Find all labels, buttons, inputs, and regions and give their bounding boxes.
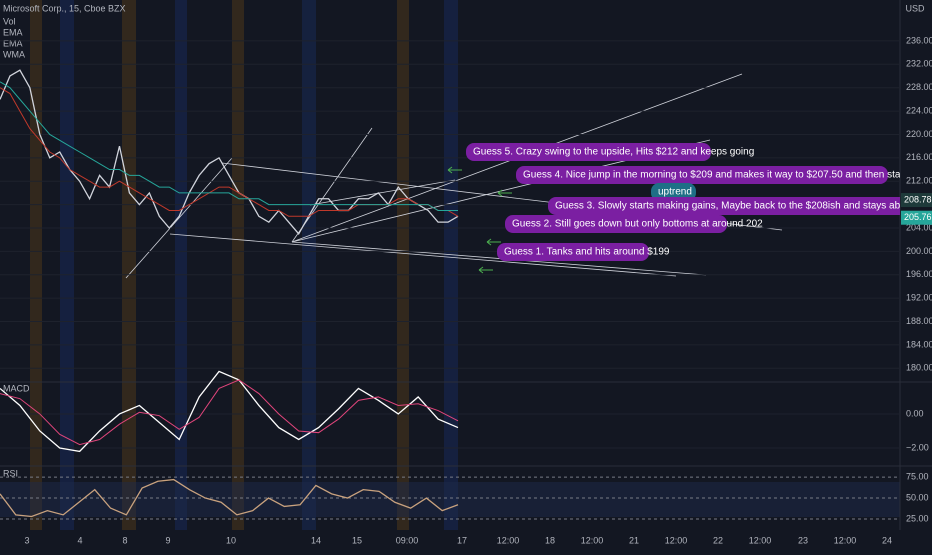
last-price-box [901,193,932,208]
x-tick-label: 3 [24,535,29,545]
x-tick-label: 14 [311,535,321,545]
x-tick-label: 12:00 [581,535,604,545]
y-tick-label: 216.00 [906,152,932,162]
y-tick-label: 224.00 [906,105,932,115]
x-tick-label: 12:00 [665,535,688,545]
indicator: EMA [3,38,23,48]
annotation-text: Guess 5. Crazy swing to the upside, Hits… [473,147,754,158]
annotation-arrow [497,189,512,197]
indicator: WMA [3,49,25,59]
x-tick-label: 12:00 [834,535,857,545]
x-tick-label: 15 [352,535,362,545]
series-line [0,370,459,453]
y-tick-label: 220.00 [906,129,932,139]
annotations: Guess 5. Crazy swing to the upside, Hits… [447,143,932,274]
series-line [0,81,458,211]
annotation-bubble [516,166,888,184]
x-tick-label: 12:00 [497,535,520,545]
annotation-text: Guess 1. Tanks and hits around $199 [504,247,670,258]
annotation-text: uptrend [658,187,692,198]
indicator: Vol [3,16,16,26]
y-tick-label: 25.00 [906,513,929,523]
y-tick-label: 212.00 [906,176,932,186]
y-tick-label: 75.00 [906,471,929,481]
x-tick-label: 9 [165,535,170,545]
y-tick-label: 188.00 [906,316,932,326]
x-tick-label: 4 [77,535,82,545]
x-tick-label: 12:00 [749,535,772,545]
last-price-label: 205.76 [904,212,932,222]
y-tick-label: 50.00 [906,492,929,502]
rsi-band [0,482,900,517]
y-tick-label: 232.00 [906,59,932,69]
symbol: Microsoft Corp., 15, Cboe BZX [3,3,126,13]
y-tick-label: 180.00 [906,363,932,373]
y-tick-label: 200.00 [906,246,932,256]
annotation-bubble [466,143,711,161]
currency[interactable]: USD [905,3,925,13]
x-tick-label: 22 [713,535,723,545]
y-tick-label: 236.00 [906,35,932,45]
annotation-text: Guess 2. Still goes down but only bottom… [512,219,763,230]
annotation-bubble [651,183,696,201]
annotation-arrow [447,166,462,174]
x-tick-label: 24 [882,535,892,545]
annotation-bubble [505,215,727,233]
x-tick-label: 18 [545,535,555,545]
annotation-text: Guess 3. Slowly starts making gains, May… [555,201,932,212]
last-price-label: 208.78 [904,194,932,204]
pane-title: MACD [3,383,30,393]
series-line [0,379,459,446]
x-tick-label: 21 [629,535,639,545]
x-tick-label: 23 [798,535,808,545]
y-tick-label: 228.00 [906,82,932,92]
x-tick-label: 10 [226,535,236,545]
series-line [0,478,459,518]
y-tick-label: 184.00 [906,339,932,349]
y-tick-label: 196.00 [906,269,932,279]
annotation-text: Guess 4. Nice jump in the morning to $20… [523,170,932,181]
series-line [0,69,459,235]
y-tick-label: −2.00 [906,442,929,452]
annotation-arrow [478,266,493,274]
annotation-bubble [497,243,649,261]
session-bands [30,0,458,530]
y-tick-label: 192.00 [906,293,932,303]
x-tick-label: 8 [122,535,127,545]
y-tick-label: 0.00 [906,408,924,418]
pane-title: RSI [3,468,18,478]
indicator: EMA [3,27,23,37]
annotation-arrow [486,238,501,246]
last-price-box [901,210,932,225]
y-tick-label: 204.00 [906,222,932,232]
annotation-bubble [548,197,900,215]
x-tick-label: 17 [457,535,467,545]
x-tick-label: 09:00 [396,535,419,545]
